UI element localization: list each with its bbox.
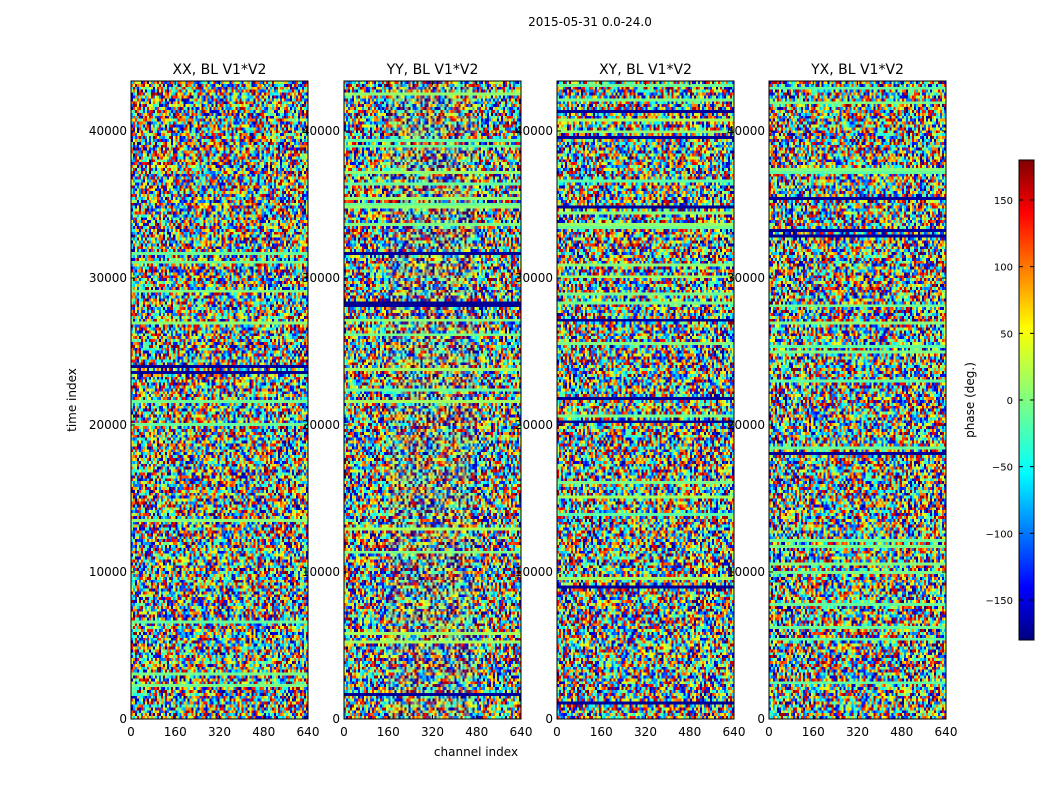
x-tick-label: 640 — [723, 725, 746, 739]
colorbar: −150 −100 −50 0 50 100 150 — [986, 159, 1035, 641]
colorbar-tick-label: −50 — [992, 463, 1013, 474]
panel-4: YX, BL V1*V2 0 160 320 480 640 0 10000 20000 3000… — [727, 62, 958, 739]
y-tick-label: 20000 — [302, 418, 340, 432]
colorbar-tick-label: 0 — [1007, 396, 1013, 407]
panel-title: YX, BL V1*V2 — [810, 62, 904, 78]
x-tick-label: 320 — [208, 725, 231, 739]
y-axis-label: time index — [65, 368, 79, 432]
y-tick-label: 10000 — [515, 565, 553, 579]
colorbar-tick-label: 100 — [994, 263, 1013, 274]
heatmap-image — [344, 81, 521, 719]
x-axis-label: channel index — [434, 745, 518, 759]
y-tick-label: 0 — [545, 712, 553, 726]
y-tick-label: 10000 — [727, 565, 765, 579]
x-tick-label: 0 — [340, 725, 348, 739]
x-tick-label: 640 — [935, 725, 958, 739]
panels-layer: XX, BL V1*V2 0 160 320 480 640 0 10000 20000 3000… — [89, 62, 958, 739]
y-tick-label: 30000 — [727, 271, 765, 285]
x-tick-label: 320 — [421, 725, 444, 739]
x-tick-label: 480 — [890, 725, 913, 739]
colorbar-label: phase (deg.) — [963, 362, 977, 438]
y-tick-label: 40000 — [302, 124, 340, 138]
x-tick-label: 320 — [846, 725, 869, 739]
x-tick-label: 480 — [252, 725, 275, 739]
x-tick-label: 320 — [634, 725, 657, 739]
x-tick-label: 0 — [127, 725, 135, 739]
y-tick-label: 40000 — [515, 124, 553, 138]
panel-3: XY, BL V1*V2 0 160 320 480 640 0 10000 20000 3000… — [515, 62, 746, 739]
panel-title: XY, BL V1*V2 — [599, 62, 692, 78]
y-tick-label: 0 — [332, 712, 340, 726]
y-tick-label: 30000 — [302, 271, 340, 285]
x-tick-label: 160 — [164, 725, 187, 739]
y-tick-label: 10000 — [89, 565, 127, 579]
x-tick-label: 480 — [465, 725, 488, 739]
x-tick-label: 640 — [510, 725, 533, 739]
y-tick-label: 20000 — [515, 418, 553, 432]
heatmap-image — [769, 81, 946, 719]
x-tick-label: 0 — [553, 725, 561, 739]
y-tick-label: 30000 — [89, 271, 127, 285]
colorbar-tick-label: 50 — [1000, 329, 1013, 340]
x-tick-label: 480 — [678, 725, 701, 739]
x-tick-label: 160 — [802, 725, 825, 739]
panel-title: YY, BL V1*V2 — [386, 62, 479, 78]
x-tick-label: 0 — [765, 725, 773, 739]
panel-2: YY, BL V1*V2 0 160 320 480 640 0 10000 20000 3000… — [302, 62, 533, 739]
panel-1: XX, BL V1*V2 0 160 320 480 640 0 10000 20000 3000… — [89, 62, 320, 739]
y-tick-label: 20000 — [89, 418, 127, 432]
colorbar-gradient — [1019, 160, 1034, 640]
y-tick-label: 40000 — [727, 124, 765, 138]
y-tick-label: 10000 — [302, 565, 340, 579]
colorbar-tick-label: 150 — [994, 196, 1013, 207]
panel-title: XX, BL V1*V2 — [173, 62, 267, 78]
x-tick-label: 160 — [377, 725, 400, 739]
y-tick-label: 0 — [119, 712, 127, 726]
colorbar-tick-label: −150 — [986, 596, 1013, 607]
colorbar-tick-label: −100 — [986, 529, 1013, 540]
y-tick-label: 40000 — [89, 124, 127, 138]
y-tick-label: 20000 — [727, 418, 765, 432]
heatmap-image — [557, 81, 734, 719]
y-tick-label: 0 — [757, 712, 765, 726]
x-tick-label: 160 — [590, 725, 613, 739]
figure-suptitle: 2015-05-31 0.0-24.0 — [528, 15, 652, 29]
x-tick-label: 640 — [297, 725, 320, 739]
y-tick-label: 30000 — [515, 271, 553, 285]
heatmap-image — [131, 81, 308, 719]
